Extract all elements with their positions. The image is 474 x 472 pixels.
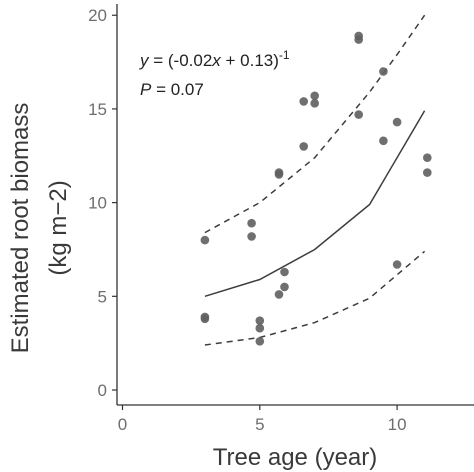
lower-band-line: [204, 250, 426, 346]
data-point: [354, 110, 364, 119]
x-tick-label: 5: [255, 415, 264, 434]
data-point: [392, 260, 402, 269]
y-axis-title-line2: (kg m−2): [45, 180, 72, 275]
equation-rest: + 0.13): [221, 51, 279, 70]
y-tick-label: 20: [88, 6, 107, 25]
data-point: [392, 117, 402, 127]
axes: 0 5 10 15 20 0 5 10: [88, 4, 474, 434]
data-point: [379, 67, 388, 76]
data-point: [247, 232, 256, 241]
data-point: [255, 323, 265, 333]
p-symbol: P: [140, 80, 152, 99]
y-axis-title-line1: Estimated root biomass: [7, 103, 34, 354]
data-point: [280, 282, 289, 292]
y-tick-label: 5: [98, 287, 107, 306]
x-tick-label: 0: [118, 415, 127, 434]
y-tick-label: 10: [88, 194, 107, 213]
equation-y-symbol: y: [139, 51, 150, 70]
data-point: [274, 170, 284, 179]
equation-exponent: -1: [279, 48, 290, 62]
data-point: [423, 153, 432, 162]
p-value: = 0.07: [151, 80, 203, 99]
data-point: [200, 235, 210, 245]
data-point: [200, 314, 210, 324]
data-point: [354, 35, 364, 44]
plot-area: [200, 14, 432, 346]
equation-annotation: y = (-0.02x + 0.13)-1: [139, 48, 290, 70]
data-point: [310, 99, 320, 108]
data-point: [247, 218, 256, 228]
data-point: [255, 316, 265, 326]
data-point: [274, 290, 284, 299]
fit-line: [204, 110, 426, 298]
y-tick-label: 15: [88, 100, 107, 119]
data-point: [423, 168, 432, 177]
data-point: [299, 97, 309, 106]
data-point: [299, 142, 309, 151]
upper-band-line: [204, 14, 426, 234]
y-tick-label: 0: [98, 381, 107, 400]
data-point: [280, 267, 289, 277]
data-point: [255, 337, 265, 346]
p-value-annotation: P = 0.07: [140, 80, 204, 99]
x-tick-label: 10: [388, 415, 407, 434]
equation-body: = (-0.02: [149, 51, 213, 70]
data-point: [379, 136, 388, 146]
data-point: [310, 91, 320, 101]
x-axis-title: Tree age (year): [213, 444, 378, 471]
equation-x-symbol: x: [211, 51, 221, 70]
